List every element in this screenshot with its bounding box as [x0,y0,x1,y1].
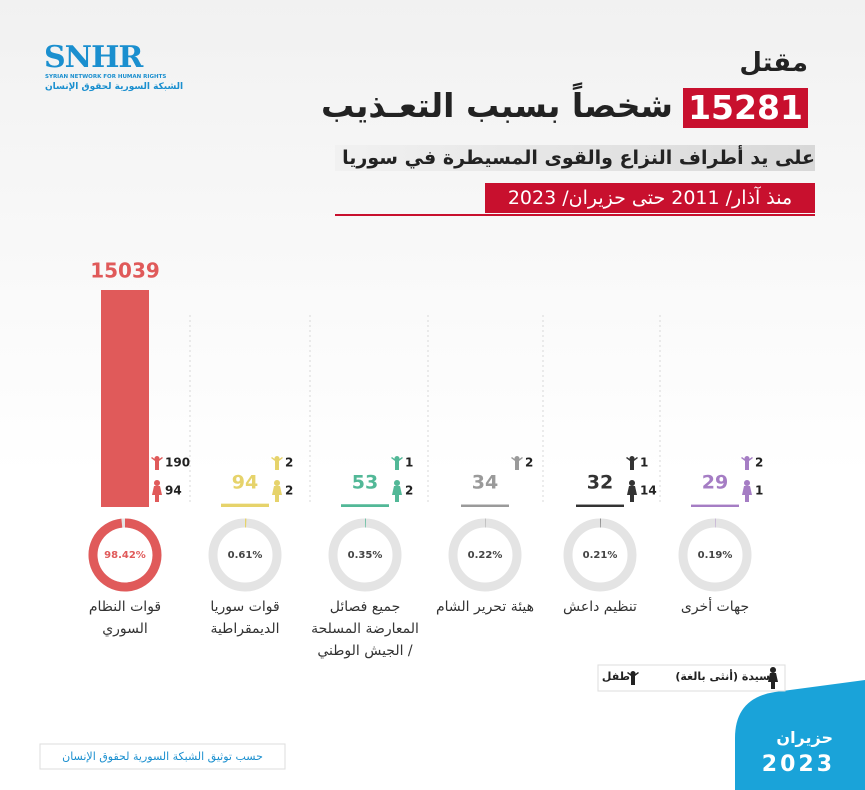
count-label: 1 [405,456,413,470]
donut-center [219,529,271,581]
donut-center [574,529,626,581]
category-label: تنظيم داعش [563,599,637,615]
logo: SNHR [44,40,143,75]
total: 15281 [683,88,808,128]
child-icon [627,671,639,685]
donut-center [689,529,741,581]
donut-center [339,529,391,581]
woman-icon [272,480,282,502]
count-label: 94 [165,484,182,498]
source-box [39,743,286,770]
logo-arabic: الشبكة السورية لحقوق الإنسان [45,82,184,92]
title-underline [335,214,815,216]
child-icon [151,456,163,470]
count-label: 2 [285,484,293,498]
child-icon [391,456,403,470]
title-line1: مقتل [739,48,808,78]
bar [101,290,149,505]
source-note: حسب توثيق الشبكة السورية لحقوق الإنسان [62,750,263,763]
count-label: 2 [405,484,413,498]
woman-icon [627,480,637,502]
category-label: هيئة تحرير الشام [435,599,535,615]
percent-label: 0.35% [348,550,383,561]
category-label: جهات أخرى [680,599,750,615]
count-label: 1 [640,456,648,470]
category-label: قوات سوريا الديمقراطية [210,599,280,637]
woman-icon [742,480,752,502]
legend-box [597,664,786,692]
title-line3: على يد أطراف النزاع والقوى المسيطرة في س… [335,145,815,171]
legend-label: طفل [601,670,630,683]
badge-year: 2023 [761,752,835,777]
count-label: 2 [755,456,763,470]
child-icon [626,456,638,470]
bar-value: 15039 [90,259,160,283]
woman-icon [152,480,162,502]
woman-icon [768,667,778,689]
corner-badge [735,680,865,790]
percent-label: 0.21% [583,550,618,561]
title-line2: شخصاً بسبب التعـذيب [321,86,673,125]
count-label: 190 [165,456,190,470]
count-label: 14 [640,484,657,498]
count-label: 2 [285,456,293,470]
bar-value: 53 [352,472,378,494]
legend-label: سيدة (أنثى بالغة) [675,670,770,683]
percent-label: 98.42% [104,550,146,561]
donut-center [99,529,151,581]
child-icon [741,456,753,470]
category-label: قوات النظام السوري [88,599,162,637]
bar-value: 94 [232,472,258,494]
child-icon [271,456,283,470]
badge-month: حزيران [776,728,833,747]
category-label: جميع فصائل المعارضة المسلحة / الجيش الوط… [311,599,419,659]
count-label: 1 [755,484,763,498]
child-icon [511,456,523,470]
bar-value: 32 [587,472,613,494]
percent-label: 0.61% [228,550,263,561]
bar-value: 34 [472,472,498,494]
bar-value: 29 [702,472,728,494]
bar [221,503,269,505]
logo-subtitle: SYRIAN NETWORK FOR HUMAN RIGHTS [45,74,167,80]
donut-center [459,529,511,581]
count-label: 2 [525,456,533,470]
donut-arc [88,518,162,592]
percent-label: 0.19% [698,550,733,561]
woman-icon [392,480,402,502]
title-line4: منذ آذار/ 2011 حتى حزيران/ 2023 [485,183,815,213]
percent-label: 0.22% [468,550,503,561]
bar [341,504,389,505]
